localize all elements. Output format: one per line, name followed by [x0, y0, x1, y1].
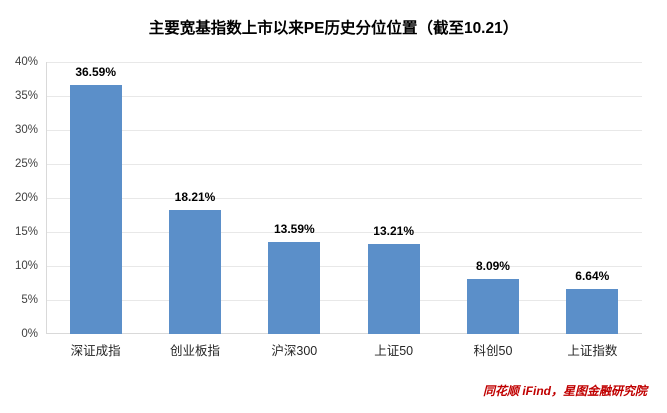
bar-value-label: 18.21% [174, 190, 216, 205]
source-note: 同花顺 iFind，星图金融研究院 [483, 384, 647, 398]
bar-value-label: 8.09% [475, 259, 510, 273]
bar-value-label: 6.64% [575, 268, 610, 283]
bar[interactable] [566, 288, 619, 334]
y-axis-tick-label: 5% [21, 294, 38, 306]
y-axis-tick-label: 30% [14, 124, 38, 136]
gridline [46, 96, 642, 97]
y-axis-tick-label: 0% [21, 328, 38, 340]
gridline [46, 232, 642, 233]
bar-value-label: 13.21% [373, 224, 414, 239]
gridline [46, 300, 642, 301]
gridline [46, 62, 642, 63]
gridline [46, 164, 642, 165]
bar-slot: 36.59% [46, 62, 145, 334]
x-axis-tick-label: 创业板指 [169, 344, 220, 358]
bar-slot: 13.59% [245, 62, 344, 334]
y-axis-tick-label: 20% [14, 192, 38, 204]
bar-series: 36.59% 18.21% 13.59% 13.21% 8.09% 6.64% [46, 62, 642, 334]
bar[interactable] [367, 244, 420, 334]
y-axis-tick-label: 40% [14, 56, 38, 68]
x-axis-tick-label: 深证成指 [70, 344, 121, 358]
x-axis-tick-label: 上证50 [374, 344, 414, 358]
y-axis-tick-label: 25% [14, 158, 38, 170]
bar[interactable] [69, 85, 122, 334]
bar[interactable] [268, 241, 321, 334]
chart-title: 主要宽基指数上市以来PE历史分位位置（截至10.21） [148, 20, 519, 37]
gridline [46, 198, 642, 199]
bar[interactable] [466, 279, 519, 334]
gridline [46, 130, 642, 131]
bar-value-label: 13.59% [273, 221, 315, 236]
bar-value-label: 36.59% [75, 65, 117, 80]
bar-slot: 13.21% [344, 62, 443, 334]
y-axis-tick-label: 10% [14, 260, 38, 272]
x-axis-tick-label: 科创50 [473, 344, 513, 358]
x-axis-tick-label: 上证指数 [567, 344, 618, 358]
x-axis-tick-label: 沪深300 [271, 344, 318, 358]
bar-slot: 8.09% [444, 62, 543, 334]
y-axis-tick-label: 15% [14, 226, 38, 238]
bar-slot: 18.21% [146, 62, 245, 334]
bar[interactable] [168, 210, 221, 334]
y-axis-tick-label: 35% [14, 90, 38, 102]
bar-slot: 6.64% [543, 62, 642, 334]
gridline [46, 266, 642, 267]
plot-area [46, 62, 642, 334]
